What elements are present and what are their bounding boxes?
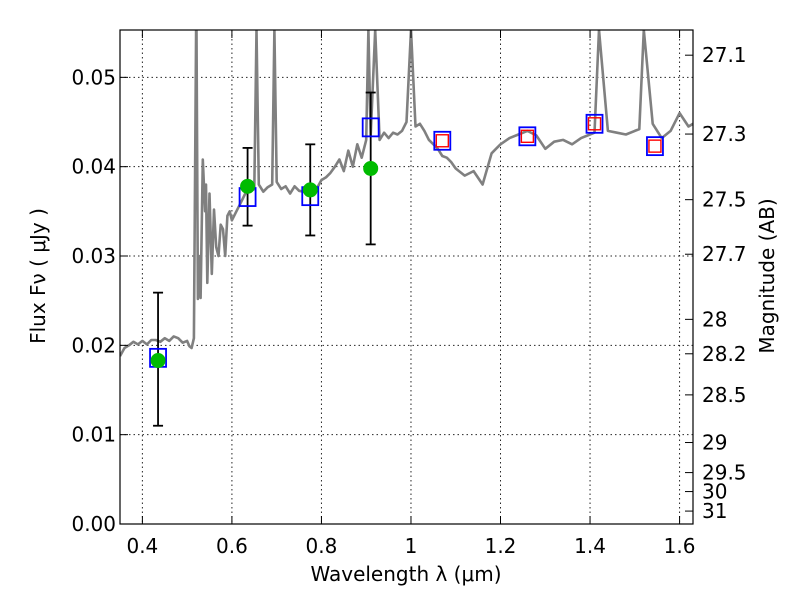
model-photometry-inner-square (648, 139, 662, 153)
model-photometry-inner-square (435, 134, 450, 148)
observed-point (150, 353, 166, 369)
y-tick-labels: 0.00 0.01 0.02 0.03 0.04 0.05 (71, 65, 116, 536)
observed-point (363, 160, 379, 176)
x-tick-label: 0.6 (216, 534, 248, 558)
model-spectrum-line (120, 30, 693, 357)
magnitude-tick-label: 28 (702, 307, 727, 331)
x-tick-label: 1.6 (664, 534, 696, 558)
observed-points (150, 160, 379, 369)
x-tick-labels: 0.4 0.6 0.8 1 1.2 1.4 1.6 (126, 534, 695, 558)
right-axis-label: Magnitude (AB) (755, 198, 779, 353)
y-tick-label: 0.04 (71, 155, 116, 179)
x-tick-label: 1.2 (485, 534, 517, 558)
x-axis-label: Wavelength λ (μm) (310, 562, 501, 586)
magnitude-tick-label: 28.2 (702, 342, 747, 366)
model-photometry-square (433, 130, 452, 151)
magnitude-tick-label: 28.5 (702, 383, 747, 407)
y-tick-label: 0.01 (71, 423, 116, 447)
x-tick-label: 0.4 (126, 534, 158, 558)
observed-point (302, 182, 318, 198)
magnitude-tick-label: 27.7 (702, 242, 747, 266)
model-photometry-inner-square (520, 129, 535, 144)
x-tick-label: 1.4 (574, 534, 606, 558)
y-tick-label: 0.00 (71, 512, 116, 536)
plot-frame (119, 29, 694, 525)
magnitude-tick-label: 31 (702, 499, 727, 523)
observed-errorbars (153, 91, 376, 427)
x-tick-label: 0.8 (306, 534, 338, 558)
axis-ticks (120, 30, 693, 525)
magnitude-tick-label: 27.3 (702, 122, 747, 146)
y-tick-label: 0.03 (71, 244, 116, 268)
y-tick-label: 0.02 (71, 333, 116, 357)
model-photometry-square (646, 136, 664, 157)
magnitude-tick-label: 30 (702, 480, 727, 504)
model-photometry-square (518, 126, 537, 147)
model-photometry-square (585, 113, 604, 134)
magnitude-tick-label: 27.1 (702, 43, 747, 67)
y-axis-label: Flux Fν ( μJy ) (26, 208, 50, 344)
magnitude-tick-label: 29 (702, 431, 727, 455)
magnitude-tick-label: 29.5 (702, 461, 747, 485)
model-photometry-inner-square (587, 117, 602, 131)
model-spectrum (120, 30, 693, 357)
y-tick-label: 0.05 (71, 65, 116, 89)
magnitude-tick-label: 27.5 (702, 188, 747, 212)
model-photometry-square (361, 117, 380, 138)
x-tick-label: 1 (405, 534, 418, 558)
observed-point (240, 178, 256, 194)
